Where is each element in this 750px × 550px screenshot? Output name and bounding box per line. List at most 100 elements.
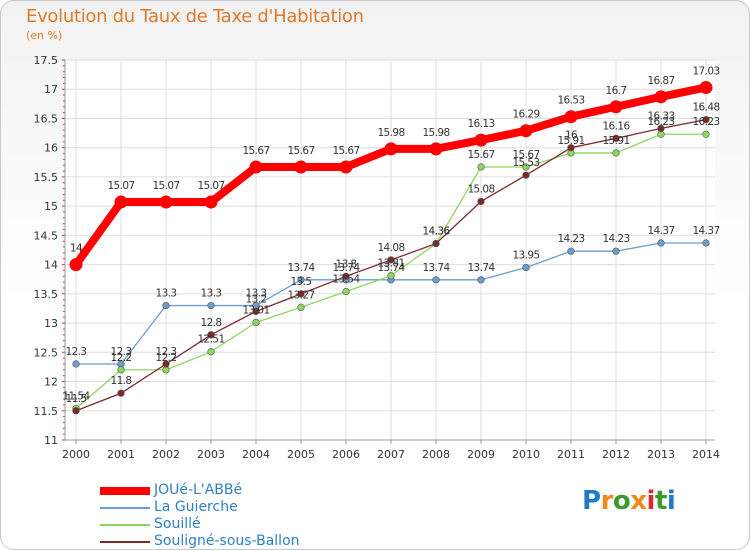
data-label-la-guierche: 13.74 [332, 262, 360, 274]
data-point-souligne-sous-ballon [252, 307, 260, 315]
data-label-joue-l-abbe: 15.07 [197, 180, 224, 192]
data-label-la-guierche: 14.37 [692, 225, 719, 237]
data-point-souille [252, 318, 260, 327]
data-point-souligne-sous-ballon [657, 124, 665, 132]
data-point-souille [522, 163, 530, 171]
data-point-souille [702, 130, 710, 138]
data-label-souligne-sous-ballon: 15.53 [512, 157, 539, 169]
data-label-souille: 16.23 [647, 116, 674, 128]
legend-label-la-guierche: La Guierche [154, 499, 238, 515]
data-point-joue-l-abbe [519, 124, 533, 138]
data-label-souille: 13.81 [377, 258, 404, 270]
legend-swatch-souille [100, 524, 150, 526]
x-tick-label: 2000 [62, 448, 90, 461]
data-point-joue-l-abbe [429, 142, 443, 156]
data-point-la-guierche [702, 239, 710, 247]
data-label-joue-l-abbe: 15.98 [377, 127, 404, 139]
data-point-la-guierche [72, 360, 80, 368]
data-point-joue-l-abbe [294, 160, 308, 174]
data-point-joue-l-abbe [699, 80, 713, 94]
data-label-joue-l-abbe: 15.07 [107, 180, 134, 192]
data-point-joue-l-abbe [564, 110, 578, 124]
data-point-souligne-sous-ballon [432, 239, 440, 248]
chart-title: Evolution du Taux de Taxe d'Habitation [26, 6, 364, 27]
logo-letter: o [612, 486, 631, 516]
data-label-souille: 16.23 [692, 116, 719, 128]
data-label-souille: 13.54 [332, 274, 360, 286]
legend-label-souligne-sous-ballon: Souligné-sous-Ballon [154, 533, 300, 549]
data-point-souille [297, 303, 305, 311]
data-point-joue-l-abbe [249, 160, 263, 174]
data-label-la-guierche: 13.74 [467, 262, 495, 274]
x-tick-label: 2003 [197, 448, 225, 461]
data-point-souligne-sous-ballon [207, 331, 215, 339]
data-point-la-guierche [657, 239, 665, 247]
logo-letter: i [646, 486, 656, 516]
data-point-souligne-sous-ballon [162, 360, 170, 368]
data-label-joue-l-abbe: 16.53 [557, 95, 584, 107]
data-label-souille: 11.54 [62, 390, 90, 402]
data-label-souligne-sous-ballon: 16 [565, 130, 578, 142]
data-point-souligne-sous-ballon [702, 116, 710, 124]
y-tick-label: 15 [44, 200, 58, 213]
legend-swatch-joue-l-abbe [100, 487, 150, 495]
data-label-la-guierche: 12.3 [66, 346, 87, 358]
data-label-la-guierche: 14.23 [557, 233, 584, 245]
data-label-souligne-sous-ballon: 16.48 [692, 102, 719, 114]
x-tick-label: 2002 [152, 448, 180, 461]
data-label-souligne-sous-ballon: 15.08 [467, 183, 494, 195]
data-point-souligne-sous-ballon [72, 407, 80, 415]
data-point-la-guierche [567, 247, 575, 255]
data-point-joue-l-abbe [609, 100, 623, 114]
x-tick-label: 2011 [557, 448, 585, 461]
data-point-souligne-sous-ballon [342, 272, 350, 280]
data-point-souille [387, 272, 395, 280]
data-label-joue-l-abbe: 15.67 [242, 145, 269, 157]
data-point-souligne-sous-ballon [387, 256, 395, 264]
data-label-souille: 15.67 [467, 149, 494, 161]
y-tick-label: 11 [44, 434, 58, 447]
x-tick-label: 2005 [287, 448, 315, 461]
proxiti-logo: Proxiti [582, 486, 676, 516]
data-label-joue-l-abbe: 16.87 [647, 75, 674, 87]
legend-swatch-la-guierche [100, 507, 150, 509]
data-label-la-guierche: 12.3 [111, 346, 132, 358]
data-label-souligne-sous-ballon: 16.16 [602, 120, 630, 132]
y-tick-label: 14.5 [34, 229, 59, 242]
data-point-souille [342, 287, 350, 296]
data-point-joue-l-abbe [474, 133, 488, 147]
data-label-la-guierche: 13.74 [287, 262, 315, 274]
data-point-joue-l-abbe [114, 195, 128, 209]
y-tick-label: 15.5 [34, 171, 59, 184]
data-point-la-guierche [522, 263, 530, 272]
data-label-souille: 12.2 [111, 352, 132, 364]
plot-area [65, 60, 715, 440]
data-label-joue-l-abbe: 15.67 [287, 145, 314, 157]
data-point-la-guierche [297, 276, 305, 284]
data-label-souligne-sous-ballon: 13.5 [291, 276, 312, 288]
data-label-joue-l-abbe: 15.07 [152, 180, 179, 192]
data-point-souligne-sous-ballon [477, 197, 485, 206]
data-label-souille: 15.91 [557, 135, 584, 147]
data-label-souligne-sous-ballon: 12.3 [156, 346, 177, 358]
y-tick-label: 14 [44, 259, 58, 272]
legend-label-souille: Souillé [154, 516, 201, 532]
y-tick-label: 17 [44, 83, 58, 96]
data-label-souligne-sous-ballon: 13.2 [246, 293, 267, 305]
y-tick-label: 16.5 [34, 112, 59, 125]
data-label-souligne-sous-ballon: 14.36 [422, 226, 450, 238]
logo-letter: x [630, 486, 647, 516]
legend-label-joue-l-abbe: JOUé-L'ABBé [154, 482, 243, 498]
data-point-souille [207, 348, 215, 356]
data-point-souligne-sous-ballon [567, 144, 575, 152]
x-tick-label: 2010 [512, 448, 540, 461]
data-label-la-guierche: 13.3 [156, 288, 177, 300]
data-label-la-guierche: 14.23 [602, 233, 629, 245]
y-tick-label: 13.5 [34, 288, 59, 301]
x-tick-label: 2004 [242, 448, 270, 461]
data-label-la-guierche: 13.74 [377, 262, 405, 274]
data-label-souille: 13.27 [287, 289, 314, 301]
logo-letter: P [582, 486, 601, 516]
data-label-souligne-sous-ballon: 13.8 [336, 258, 357, 270]
